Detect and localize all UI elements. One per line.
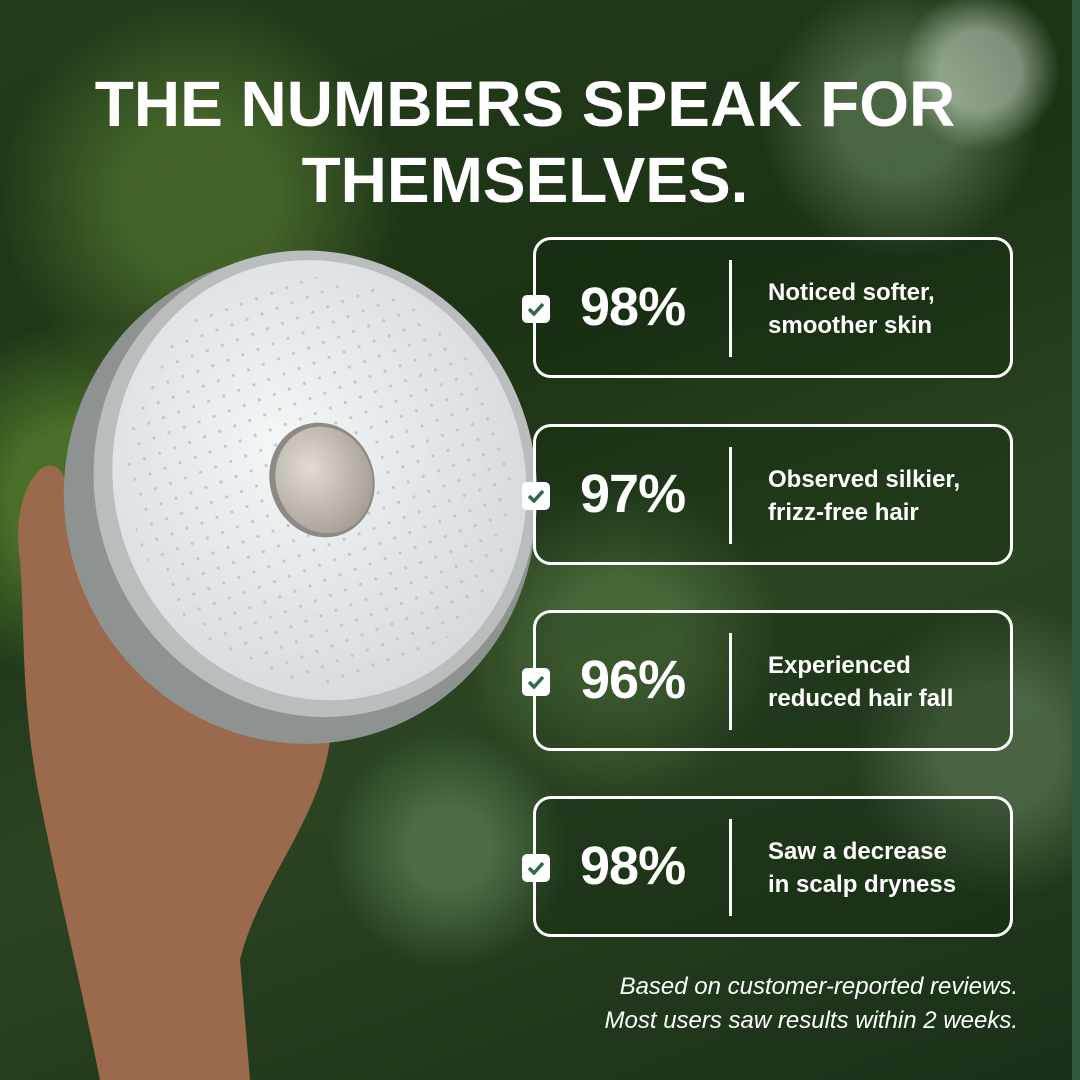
stat-label-line: Saw a decrease [768, 838, 947, 865]
stat-card: 98% Saw a decrease in scalp dryness [522, 796, 1013, 937]
stat-label: Experienced reduced hair fall [768, 649, 953, 715]
stat-label: Saw a decrease in scalp dryness [768, 835, 956, 901]
checkbox-icon [522, 668, 550, 696]
stat-label-line: smoother skin [768, 312, 933, 339]
footnote-line-1: Based on customer-reported reviews. [619, 973, 1018, 1000]
stat-label-line: Observed silkier, [768, 466, 961, 493]
headline-line-2: themselves. [301, 144, 749, 216]
stat-label-line: frizz-free hair [768, 499, 919, 526]
stat-label-line: Noticed softer, [768, 279, 935, 306]
stat-card: 96% Experienced reduced hair fall [522, 610, 1013, 751]
footnote: Based on customer-reported reviews. Most… [605, 970, 1018, 1038]
headline: The numbers speak for themselves. [20, 66, 1030, 218]
checkbox-icon [522, 854, 550, 882]
hand [18, 465, 330, 1080]
checkbox-icon [522, 295, 550, 323]
divider [729, 447, 732, 544]
stat-label: Noticed softer, smoother skin [768, 276, 935, 342]
stat-card: 98% Noticed softer, smoother skin [522, 237, 1013, 378]
stat-percent: 97% [580, 464, 686, 524]
divider [729, 819, 732, 916]
checkbox-icon [522, 482, 550, 510]
stat-label: Observed silkier, frizz-free hair [768, 463, 960, 529]
edge-accent-bar [1072, 0, 1080, 1080]
divider [729, 633, 732, 730]
stat-card: 97% Observed silkier, frizz-free hair [522, 424, 1013, 565]
footnote-line-2: Most users saw results within 2 weeks. [604, 1007, 1018, 1034]
divider [729, 260, 732, 357]
stat-percent: 96% [580, 650, 686, 710]
stat-label-line: Experienced [768, 652, 911, 679]
stat-label-line: reduced hair fall [768, 685, 954, 712]
stat-percent: 98% [580, 277, 686, 337]
headline-line-1: The numbers speak for [94, 68, 956, 140]
stat-percent: 98% [580, 836, 686, 896]
stat-label-line: in scalp dryness [768, 871, 957, 898]
